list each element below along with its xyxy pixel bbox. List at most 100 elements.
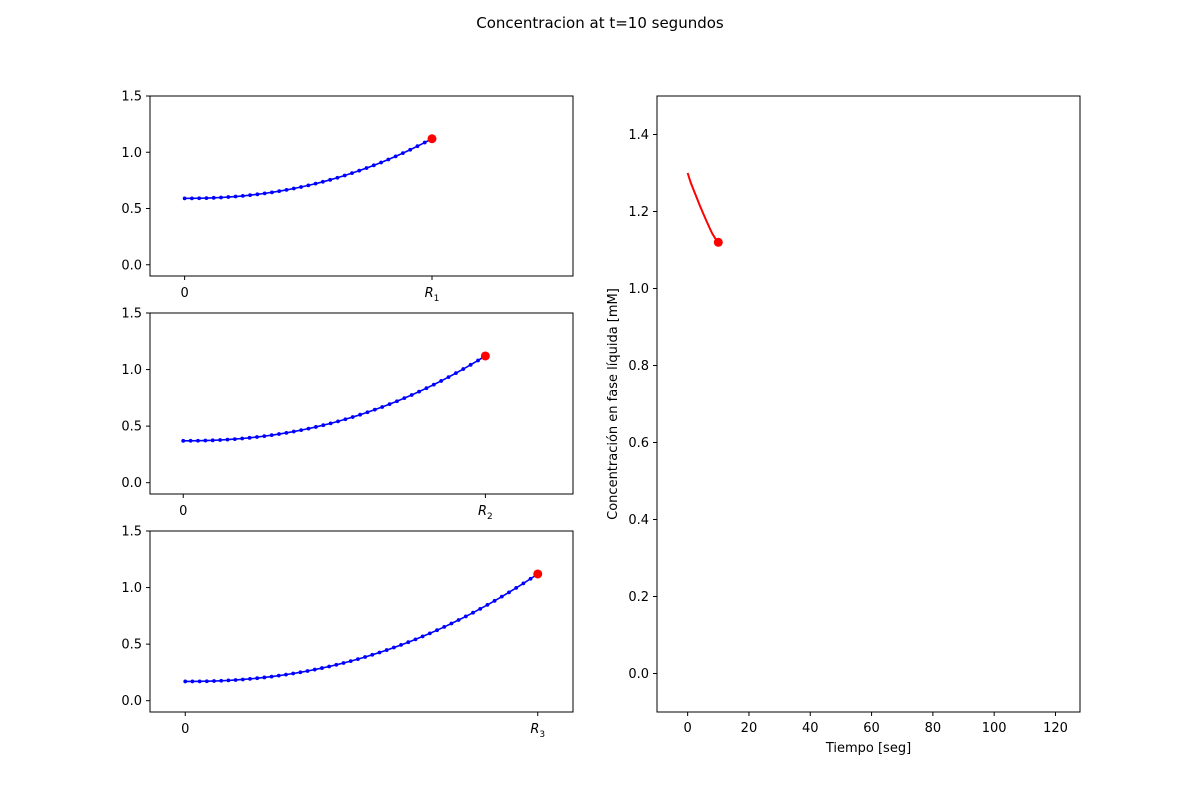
subplot-2-profile-point (262, 434, 267, 439)
subplot-1-profile-point (190, 196, 194, 201)
subplot-2: 0.0 0.5 1.0 1.5 0 R2 (121, 307, 574, 522)
subplot-3-profile-point (507, 590, 511, 595)
time-plot-xtick-label: 120 (1043, 721, 1068, 736)
subplot-1-profile-point (408, 147, 413, 152)
subplot-1-ytick-label: 1.0 (121, 146, 142, 161)
subplot-2-profile-point (188, 438, 193, 443)
subplot-1-profile-point (328, 177, 333, 182)
subplot-3-profile-point (197, 679, 202, 684)
subplot-3-profile-point (269, 674, 274, 679)
subplot-3-profile-point (420, 634, 425, 639)
subplot-3-profile-point (499, 594, 504, 599)
subplot-3-profile-point (391, 645, 396, 650)
subplot-2-profile-point (395, 399, 399, 404)
subplot-3-profile-point (190, 679, 195, 684)
subplot-2-profile-point (240, 436, 245, 441)
time-plot-ytick-label: 1.2 (628, 205, 649, 220)
subplot-2-profile-point (225, 437, 230, 442)
subplot-2-profile-point (269, 433, 274, 438)
subplot-1-profile-point (379, 160, 383, 165)
subplot-1: 0.0 0.5 1.0 1.5 0 R1 (121, 90, 574, 304)
subplot-2-profile-point (454, 371, 458, 376)
subplot-2-profile-point (255, 435, 259, 439)
subplot-2-profile-point (321, 423, 326, 428)
subplot-2-profile-point (336, 419, 340, 424)
subplot-1-profile-point (400, 151, 405, 156)
subplot-2-profile-point (446, 375, 451, 379)
subplot-3-profile-point (262, 675, 267, 680)
subplot-3-xtick-label: R3 (530, 722, 545, 740)
subplot-2-profile-point (343, 417, 348, 422)
subplot-2-profile-point (439, 379, 444, 383)
time-plot-xlabel: Tiempo [seg] (825, 741, 911, 756)
subplot-2-profile-point (306, 426, 311, 431)
subplot-1-profile-point (291, 186, 296, 191)
time-plot-ytick-label: 0.8 (628, 359, 649, 374)
subplot-1-profile-point (393, 154, 398, 159)
subplot-3-profile-point (212, 679, 216, 683)
subplot-3-profile-point (341, 661, 346, 665)
subplot-2-profile-point (291, 429, 296, 434)
subplot-3-profile-point (363, 655, 367, 659)
time-plot-xtick-label: 60 (863, 721, 880, 736)
subplot-1-xtick-label: R1 (425, 286, 440, 304)
subplot-3-ytick-label: 1.5 (121, 525, 142, 540)
subplot-2-profile-point (203, 438, 208, 443)
time-plot-xtick-label: 40 (802, 721, 819, 736)
subplot-2-profile-point (409, 393, 414, 397)
subplot-2-profile-point (210, 438, 215, 443)
subplot-2-profile-point (468, 362, 473, 367)
subplot-3-profile-point (183, 679, 188, 684)
subplot-3-profile-point (298, 670, 303, 675)
subplot-1-profile-point (342, 173, 347, 178)
subplot-3-profile-point (449, 621, 454, 626)
subplot-3-ytick-label: 0.5 (121, 638, 142, 653)
subplot-3-profile-point (471, 610, 475, 615)
subplot-2-ytick-label: 1.0 (121, 363, 142, 378)
subplot-1-profile-point (422, 140, 427, 145)
subplot-3-surface-marker (533, 569, 543, 579)
subplot-3-profile-point (291, 671, 296, 676)
subplot-1-profile-point (219, 195, 223, 200)
subplot-1-surface-marker (427, 134, 437, 144)
subplot-3-profile-point (478, 606, 483, 611)
subplot-2-profile-point (181, 438, 186, 443)
subplot-3-profile-point (413, 637, 418, 642)
subplot-2-profile-point (387, 402, 392, 407)
subplot-2-profile-point (380, 405, 385, 409)
subplot-1-xtick-label: 0 (180, 286, 188, 301)
time-plot-ytick-label: 1.4 (628, 128, 649, 143)
time-plot-ytick-label: 0.6 (628, 436, 649, 451)
time-plot-xtick-label: 0 (684, 721, 692, 736)
subplot-2-profile-point (372, 407, 377, 412)
subplot-3-profile-point (233, 678, 238, 682)
subplot-3-profile-point (334, 662, 339, 667)
subplot-1-profile-point (364, 166, 369, 170)
subplot-1-profile-point (320, 179, 325, 184)
subplot-1-profile-point (299, 185, 303, 189)
subplot-2-profile-point (358, 412, 362, 417)
subplot-3-profile-point (276, 673, 281, 678)
subplot-3: 0.0 0.5 1.0 1.5 0 R3 (121, 525, 574, 740)
subplot-3-profile-point (348, 659, 353, 664)
subplot-3-profile-point (521, 581, 526, 586)
subplot-3-profile-point (435, 628, 439, 633)
subplot-1-profile-point (284, 188, 289, 192)
subplot-1-profile-point (197, 196, 202, 201)
subplot-3-frame (149, 530, 574, 713)
subplot-3-profile-point (226, 678, 231, 683)
subplot-3-profile-point (485, 602, 490, 607)
subplot-3-ytick-label: 1.0 (121, 581, 142, 596)
subplot-1-profile-point (211, 195, 216, 200)
subplot-3-profile-point (463, 614, 468, 619)
subplot-2-profile-point (350, 415, 355, 419)
subplot-3-profile-point (327, 664, 332, 669)
subplot-2-ytick-label: 0.5 (121, 420, 142, 435)
subplot-3-profile-point (312, 667, 317, 672)
subplot-3-profile-point (384, 648, 389, 652)
time-plot-xtick-label: 20 (741, 721, 758, 736)
subplot-3-profile-point (370, 652, 375, 657)
time-plot-ylabel: Concentración en fase líquida [mM] (606, 288, 621, 520)
subplot-2-profile-point (218, 438, 222, 442)
